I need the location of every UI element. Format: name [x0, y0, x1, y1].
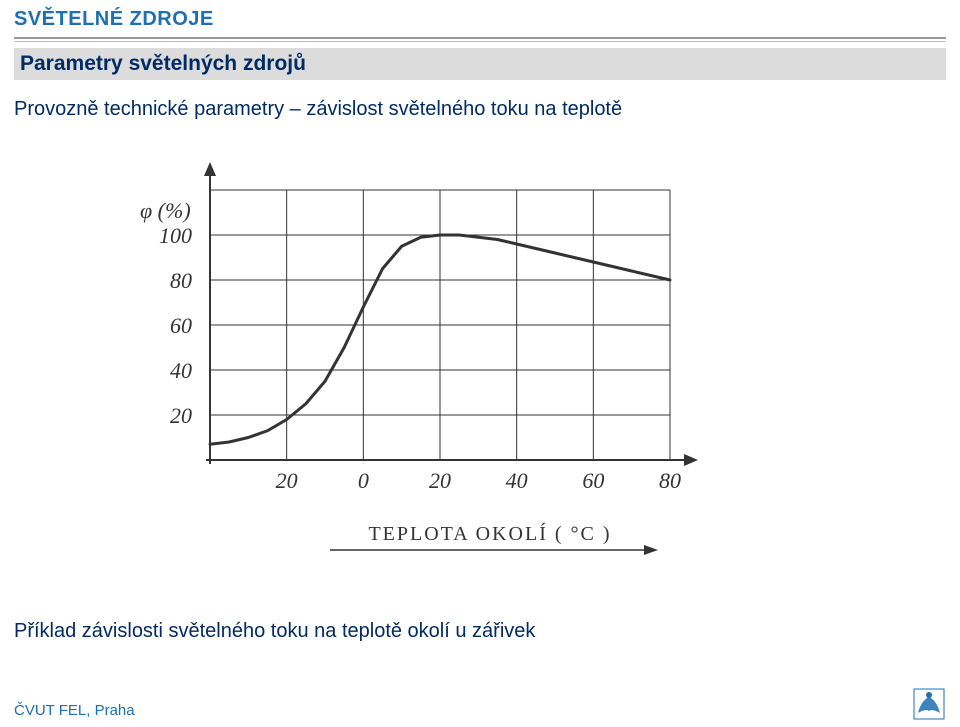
cvut-lion-logo-icon — [912, 687, 946, 721]
body-text: Provozně technické parametry – závislost… — [14, 98, 946, 121]
sub-header-bar: Parametry světelných zdrojů — [14, 48, 946, 80]
sub-header-text: Parametry světelných zdrojů — [20, 52, 306, 75]
svg-text:20: 20 — [429, 468, 451, 493]
chart-svg: 100 80 60 40 20 20 0 20 40 60 80 φ (%) TEPLOTA OKOLÍ… — [60, 160, 700, 600]
footer-text: ČVUT FEL, Praha — [14, 702, 135, 719]
svg-text:0: 0 — [358, 468, 369, 493]
page-header-title: SVĚTELNÉ ZDROJE — [0, 0, 960, 35]
svg-text:20: 20 — [276, 468, 298, 493]
chart-caption: Příklad závislosti světelného toku na te… — [14, 620, 535, 643]
svg-text:TEPLOTA OKOLÍ ( °C ): TEPLOTA OKOLÍ ( °C ) — [368, 522, 611, 545]
svg-text:100: 100 — [159, 223, 192, 248]
chart-container: 100 80 60 40 20 20 0 20 40 60 80 φ (%) TEPLOTA OKOLÍ… — [60, 160, 700, 600]
svg-text:40: 40 — [506, 468, 528, 493]
svg-text:φ (%): φ (%) — [140, 198, 191, 223]
svg-text:60: 60 — [582, 468, 604, 493]
header-rule — [14, 37, 946, 42]
svg-text:80: 80 — [170, 268, 192, 293]
svg-text:60: 60 — [170, 313, 192, 338]
svg-text:20: 20 — [170, 403, 192, 428]
svg-text:80: 80 — [659, 468, 681, 493]
svg-text:40: 40 — [170, 358, 192, 383]
